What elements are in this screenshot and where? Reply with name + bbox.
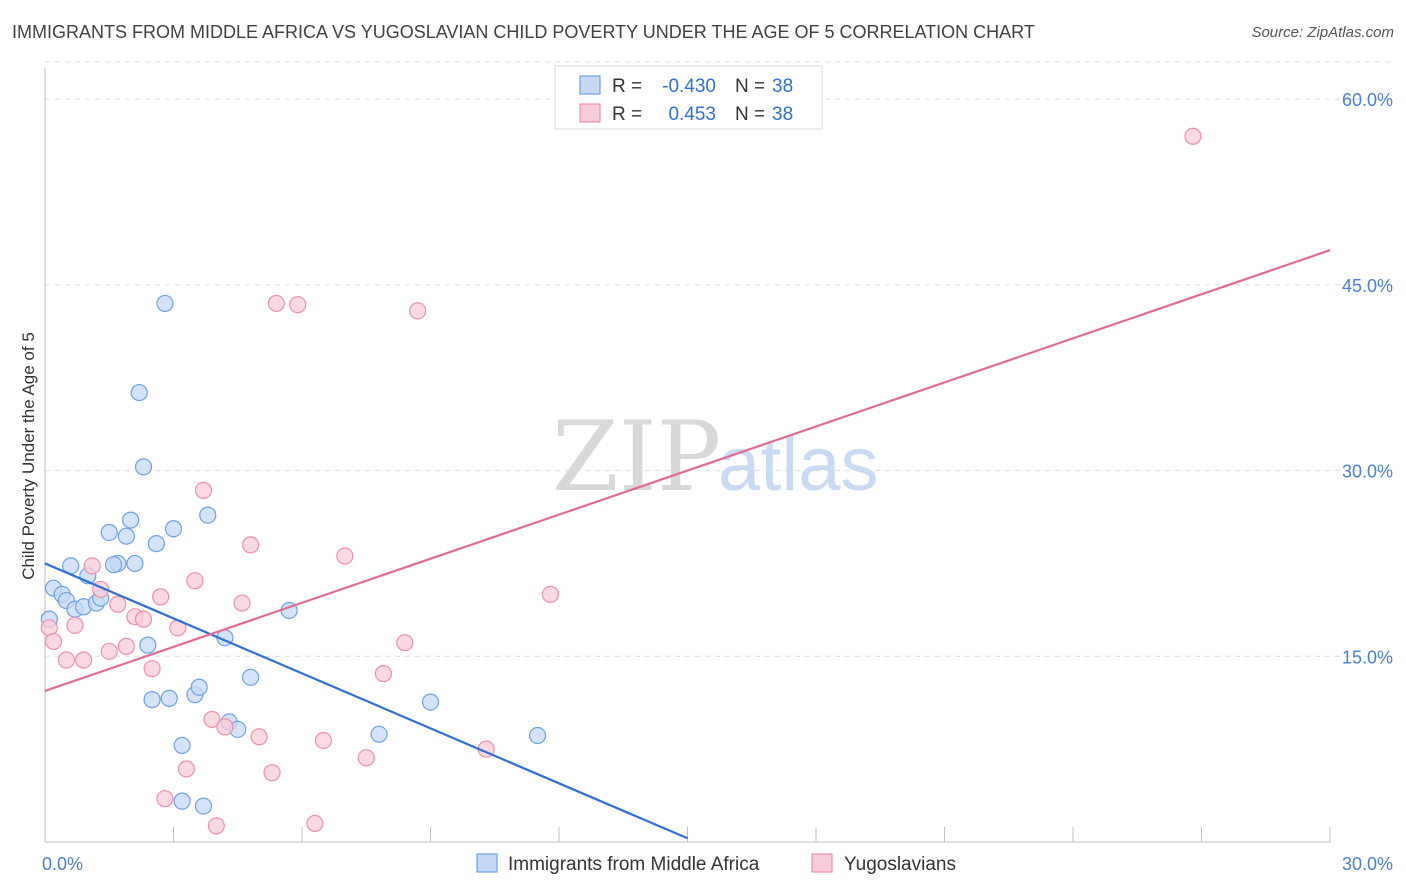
trend-line-middle-africa — [44, 562, 688, 840]
axes — [44, 68, 1331, 843]
point-yugoslavians-31 — [357, 749, 375, 767]
x-tick-label-0: 0.0% — [42, 854, 83, 874]
point-yugoslavians-1 — [44, 632, 63, 651]
point-yugoslavians-25 — [263, 764, 281, 782]
point-yugoslavians-12 — [143, 660, 161, 678]
watermark-zip: ZIP — [552, 401, 721, 513]
point-yugoslavians-36 — [541, 585, 560, 603]
point-yugoslavians-13 — [152, 588, 170, 606]
bottom-legend-swatch-blue — [476, 853, 498, 873]
legend-r-label-1: R = — [612, 76, 642, 97]
point-yugoslavians-21 — [216, 718, 234, 736]
legend-r-value-2: 0.453 — [668, 104, 716, 125]
point-yugoslavians-8 — [109, 595, 127, 613]
legend-n-value-2: 38 — [772, 104, 793, 125]
point-yugoslavians-29 — [314, 731, 333, 750]
point-yugoslavians-3 — [66, 616, 84, 634]
point-yugoslavians-28 — [306, 814, 324, 833]
point-yugoslavians-24 — [250, 728, 268, 746]
point-yugoslavians-34 — [409, 302, 427, 320]
point-yugoslavians-22 — [233, 594, 251, 612]
legend-n-label-1: N = — [735, 76, 765, 97]
point-yugoslavians-27 — [289, 296, 307, 314]
point-yugoslavians-2 — [57, 651, 76, 669]
watermark: ZIP atlas — [552, 401, 879, 513]
point-middle-africa-34 — [421, 693, 440, 711]
point-middle-africa-37 — [126, 554, 144, 573]
legend-r-label-2: R = — [612, 104, 642, 125]
point-yugoslavians-37 — [1184, 127, 1202, 145]
y-tick-label-0: 15.0% — [1342, 647, 1393, 667]
point-yugoslavians-19 — [203, 710, 221, 729]
point-middle-africa-19 — [156, 294, 174, 313]
y-axis-label: Child Poverty Under the Age of 5 — [19, 332, 38, 580]
point-middle-africa-20 — [160, 689, 178, 707]
y-tick-labels: 15.0% 30.0% 45.0% 60.0% — [1342, 90, 1393, 667]
chart-title: IMMIGRANTS FROM MIDDLE AFRICA VS YUGOSLA… — [12, 22, 1035, 42]
data-points — [40, 127, 1202, 835]
point-yugoslavians-33 — [396, 634, 414, 652]
point-middle-africa-21 — [164, 520, 183, 538]
point-yugoslavians-26 — [267, 294, 285, 313]
legend-swatch-pink — [579, 103, 601, 123]
bottom-legend-label-pink: Yugoslavians — [844, 854, 956, 875]
bottom-legend-label-blue: Immigrants from Middle Africa — [508, 854, 760, 875]
point-yugoslavians-7 — [100, 642, 118, 660]
point-yugoslavians-18 — [194, 481, 213, 499]
point-middle-africa-14 — [130, 383, 148, 402]
x-tick-labels: 0.0% 30.0% — [42, 854, 1393, 874]
point-yugoslavians-32 — [374, 665, 392, 683]
watermark-atlas: atlas — [718, 422, 879, 507]
trend-lines — [44, 249, 1331, 840]
gridlines — [45, 61, 1395, 657]
point-yugoslavians-16 — [177, 760, 195, 778]
y-tick-label-3: 60.0% — [1342, 90, 1393, 110]
point-middle-africa-22 — [173, 736, 191, 755]
point-yugoslavians-11 — [134, 610, 153, 628]
legend-n-value-1: 38 — [772, 76, 793, 97]
point-middle-africa-25 — [190, 678, 208, 696]
point-middle-africa-23 — [173, 792, 191, 810]
point-middle-africa-12 — [117, 527, 135, 545]
trend-line-yugoslavians — [44, 249, 1331, 692]
legend-r-value-1: -0.430 — [662, 76, 716, 97]
point-middle-africa-26 — [194, 797, 213, 815]
point-middle-africa-18 — [147, 535, 165, 553]
source-credit: Source: ZipAtlas.com — [1251, 24, 1394, 41]
point-yugoslavians-4 — [74, 651, 93, 669]
legend-n-label-2: N = — [735, 104, 765, 125]
x-tick-label-1: 30.0% — [1342, 854, 1393, 874]
point-middle-africa-13 — [122, 511, 140, 529]
point-middle-africa-33 — [370, 725, 388, 743]
point-middle-africa-36 — [104, 556, 123, 574]
point-yugoslavians-5 — [83, 557, 101, 575]
point-middle-africa-17 — [143, 691, 161, 709]
point-middle-africa-31 — [242, 668, 260, 686]
point-middle-africa-10 — [100, 523, 118, 542]
point-middle-africa-16 — [139, 636, 157, 654]
point-middle-africa-35 — [528, 726, 547, 745]
point-yugoslavians-14 — [156, 790, 174, 808]
bottom-legend: Immigrants from Middle Africa Yugoslavia… — [476, 853, 956, 875]
point-yugoslavians-20 — [207, 817, 225, 835]
point-yugoslavians-9 — [117, 637, 135, 655]
point-yugoslavians-17 — [186, 572, 204, 590]
point-yugoslavians-30 — [336, 547, 354, 565]
legend-box: R = -0.430 N = 38 R = 0.453 N = 38 — [554, 65, 823, 130]
point-middle-africa-27 — [199, 506, 217, 524]
bottom-legend-swatch-pink — [811, 853, 833, 873]
y-tick-label-1: 30.0% — [1342, 462, 1393, 482]
y-tick-label-2: 45.0% — [1342, 276, 1393, 296]
point-middle-africa-15 — [134, 458, 153, 476]
legend-swatch-blue — [579, 75, 601, 95]
point-yugoslavians-23 — [242, 536, 260, 554]
